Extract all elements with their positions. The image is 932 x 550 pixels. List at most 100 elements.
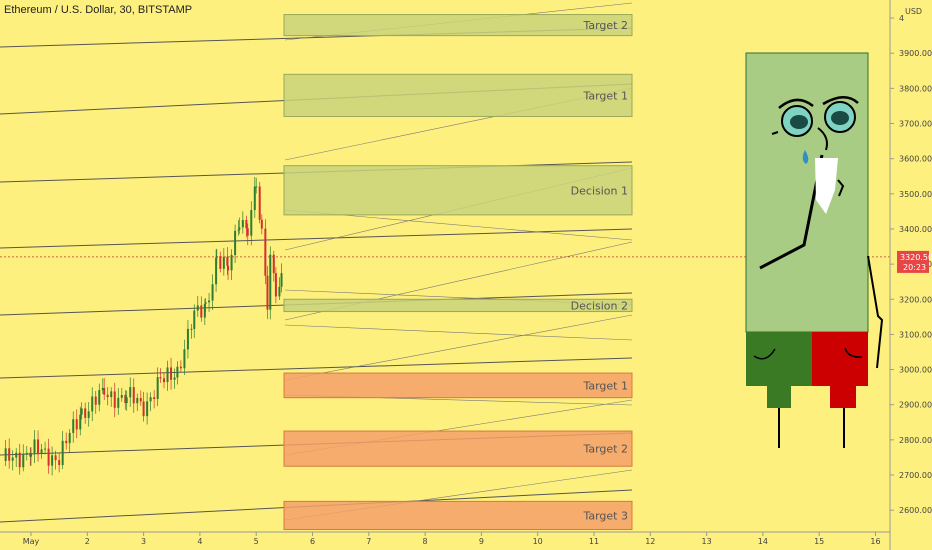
candle-body xyxy=(8,448,11,461)
candle-body xyxy=(246,228,249,236)
candle-body xyxy=(234,230,237,256)
time-tick-label: 13 xyxy=(702,537,712,546)
candle-body xyxy=(132,387,135,404)
candle-body xyxy=(68,432,71,444)
candle-body xyxy=(103,387,106,395)
trend-line xyxy=(0,228,633,249)
candle-body xyxy=(94,396,97,405)
price-tick-label: 3000.00 xyxy=(899,366,932,375)
time-tick-label: 15 xyxy=(814,537,824,546)
candle-body xyxy=(269,254,272,310)
price-axis: 2600.00 2700.00 2800.00 2900.00 3000.00 3100.… xyxy=(889,0,932,550)
zone-green[interactable] xyxy=(283,298,633,313)
candle-body xyxy=(58,460,61,466)
candle-body xyxy=(87,411,90,418)
candle-body xyxy=(101,387,104,391)
time-tick-label: 10 xyxy=(533,537,543,546)
zone-label: Target 3 xyxy=(582,509,628,522)
chart-title: Ethereum / U.S. Dollar, 30, BITSTAMP xyxy=(4,4,193,16)
candle-body xyxy=(211,284,214,301)
candle-body xyxy=(176,366,179,378)
time-tick-label: 4 xyxy=(197,537,202,546)
candle-body xyxy=(203,304,206,318)
candle-body xyxy=(113,391,116,408)
currency-label: USD xyxy=(905,7,922,16)
candle-body xyxy=(30,453,32,457)
candle-body xyxy=(40,449,43,454)
candle-body xyxy=(146,401,149,417)
price-tick-label: 3800.00 xyxy=(899,84,932,93)
candle-body xyxy=(79,414,82,430)
candle-body xyxy=(139,397,142,402)
zone-red[interactable] xyxy=(283,430,633,467)
candle-body xyxy=(266,275,269,310)
zone-green[interactable] xyxy=(283,14,633,37)
candle-body xyxy=(91,396,94,412)
candle-body xyxy=(159,377,162,379)
candle-body xyxy=(166,367,169,383)
candle-body xyxy=(163,378,166,383)
candle-body xyxy=(227,265,230,271)
candle-body xyxy=(258,186,261,220)
candle-body xyxy=(65,440,68,444)
candle-body xyxy=(200,305,203,318)
zone-label: Decision 2 xyxy=(571,299,628,312)
price-tick-label: 3100.00 xyxy=(899,330,932,339)
candle-body xyxy=(136,397,139,404)
zone-green[interactable] xyxy=(283,73,633,117)
candle-body xyxy=(11,457,14,461)
candles xyxy=(4,177,283,476)
candle-body xyxy=(61,440,64,466)
price-tick-label: 2700.00 xyxy=(899,471,932,480)
countdown-value: 20:23 xyxy=(903,263,926,272)
candle-body xyxy=(170,367,173,380)
bull-candle-mascot-icon xyxy=(745,52,884,448)
candle-body xyxy=(142,401,145,417)
zone-label: Target 2 xyxy=(582,443,628,456)
candle-body xyxy=(75,419,78,430)
candle-body xyxy=(80,408,83,415)
candle-body xyxy=(149,397,152,402)
candle-body xyxy=(183,349,186,369)
price-tick-label: 2900.00 xyxy=(899,401,932,410)
candle-body xyxy=(278,286,281,297)
zone-green[interactable] xyxy=(283,165,633,216)
candle-body xyxy=(106,394,109,398)
time-tick-label: 2 xyxy=(85,537,90,546)
candle-body xyxy=(190,328,193,330)
candle-body xyxy=(222,256,225,269)
time-tick-label: 16 xyxy=(870,537,880,546)
candle-body xyxy=(230,255,233,271)
price-tick-label: 3600.00 xyxy=(899,155,932,164)
candle-body xyxy=(44,448,47,450)
candle-body xyxy=(264,228,267,276)
time-tick-label: 7 xyxy=(366,537,371,546)
candle-body xyxy=(84,408,87,418)
candle-body xyxy=(179,366,182,369)
candle-body xyxy=(120,394,123,398)
price-tick-label: 3200.00 xyxy=(899,295,932,304)
candle-body xyxy=(153,397,156,400)
zone-red[interactable] xyxy=(283,372,633,399)
candle-body xyxy=(72,419,75,433)
zone-label: Target 2 xyxy=(582,19,628,32)
candle-body xyxy=(196,305,199,311)
price-tick-label: 3700.00 xyxy=(899,120,932,129)
candle-body xyxy=(260,219,263,229)
candle-body xyxy=(54,455,57,461)
candle-body xyxy=(173,377,176,380)
zone-red[interactable] xyxy=(283,500,633,530)
price-tick-label: 2800.00 xyxy=(899,436,932,445)
time-tick-label: 11 xyxy=(589,537,599,546)
time-tick-label: 14 xyxy=(758,537,768,546)
candle-body xyxy=(238,227,241,230)
candle-body xyxy=(215,257,218,285)
time-tick-label: 8 xyxy=(423,537,428,546)
candle-body xyxy=(274,273,277,297)
candle-body xyxy=(15,452,18,458)
candle-body xyxy=(125,397,128,404)
candle-body xyxy=(186,328,189,350)
candle-body xyxy=(117,397,120,408)
candle-body xyxy=(208,300,211,303)
